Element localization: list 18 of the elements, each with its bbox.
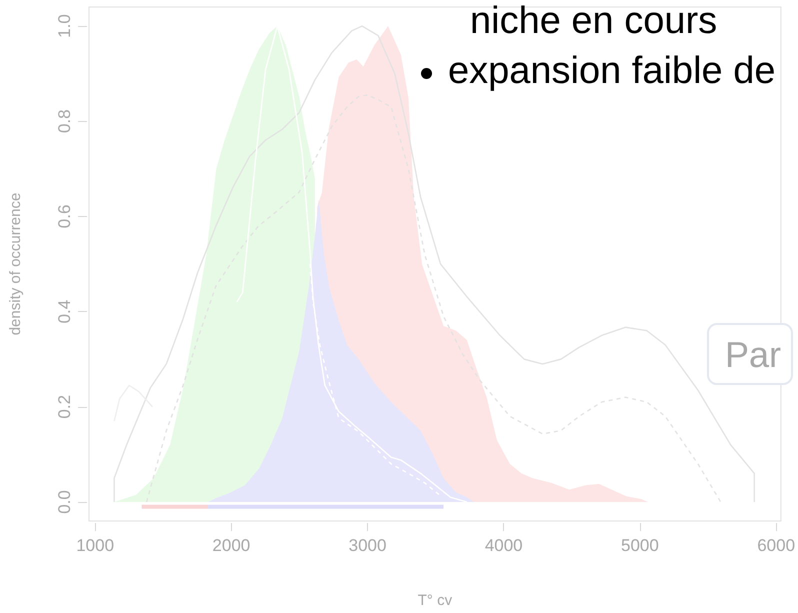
y-tick-label: 0.2 — [55, 394, 74, 419]
y-tick-label: 1.0 — [55, 14, 74, 38]
x-tick-label: 3000 — [348, 536, 386, 555]
annotation: niche en cours — [470, 0, 718, 44]
rounded-box: Par — [707, 323, 793, 385]
y-axis-title: density of occurrence — [7, 192, 24, 336]
x-tick-label: 5000 — [621, 536, 659, 555]
x-tick-label: 4000 — [484, 536, 523, 555]
y-tick-label: 0.4 — [55, 300, 74, 324]
y-tick-label: 0.6 — [55, 204, 74, 228]
x-tick-label: 1000 — [76, 536, 114, 555]
x-tick-label: 6000 — [757, 536, 796, 555]
annotation: Par — [725, 334, 782, 375]
x-tick-label: 2000 — [212, 536, 250, 555]
x-axis-title: T° cv — [418, 592, 453, 609]
y-tick-label: 0.0 — [55, 490, 74, 514]
annotation: expansion faible de — [448, 50, 776, 94]
y-tick-label: 0.8 — [55, 109, 74, 134]
